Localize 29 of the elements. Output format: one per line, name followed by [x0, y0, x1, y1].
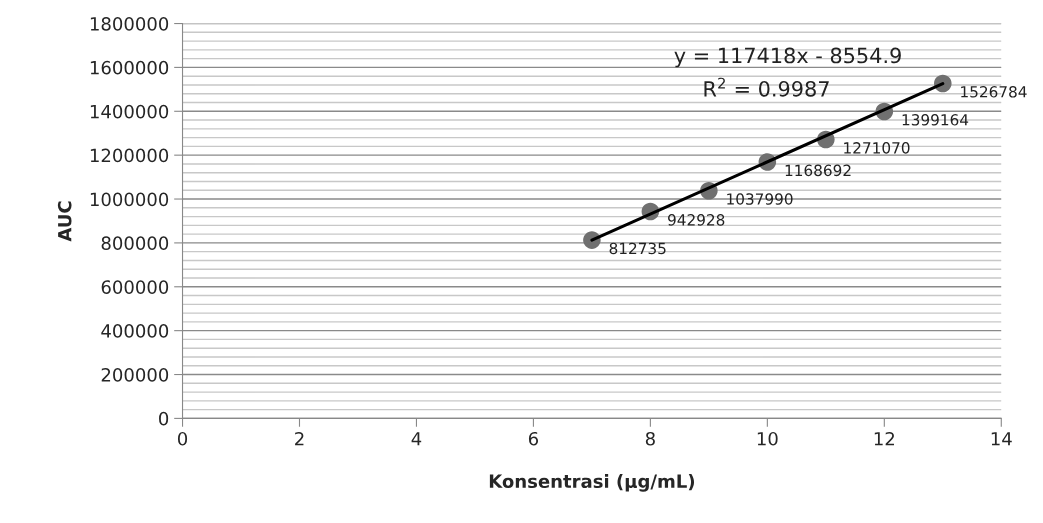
y-tick-label: 600000 [101, 280, 169, 294]
y-tick-label: 200000 [101, 367, 169, 382]
y-axis-title: AUC [57, 201, 72, 242]
x-axis-title: Konsentrasi (µg/mL) [489, 474, 695, 492]
y-tick-label: 1600000 [90, 60, 169, 75]
data-label: 812735 [609, 242, 666, 255]
y-tick-label: 400000 [101, 324, 169, 338]
x-tick-label: 6 [528, 431, 539, 446]
annotation: R$^{2}$ = 0.9987 [704, 77, 829, 97]
y-tick-label: 1000000 [90, 192, 169, 207]
x-tick-label: 4 [411, 432, 422, 446]
y-tick-label: 1800000 [90, 16, 169, 31]
data-label: 1526784 [961, 86, 1027, 98]
x-tick-label: 2 [295, 431, 304, 446]
y-tick-label: 1200000 [90, 148, 169, 163]
x-tick-label: 12 [874, 431, 894, 446]
y-tick-label: 800000 [101, 236, 169, 251]
x-tick-label: 8 [645, 431, 655, 446]
data-label: 1271070 [844, 142, 910, 154]
x-tick-label: 10 [757, 431, 778, 446]
x-tick-label: 0 [177, 431, 188, 446]
y-tick-label: 0 [159, 411, 169, 426]
data-label: 1168692 [785, 164, 851, 177]
y-tick-label: 1400000 [90, 104, 169, 119]
data-label: 1037990 [727, 193, 793, 205]
data-label: 1399164 [902, 114, 969, 126]
x-tick-label: 14 [991, 432, 1012, 446]
data-label: 942928 [668, 214, 725, 226]
annotation: y = 117418x - 8554.9 [674, 47, 901, 68]
